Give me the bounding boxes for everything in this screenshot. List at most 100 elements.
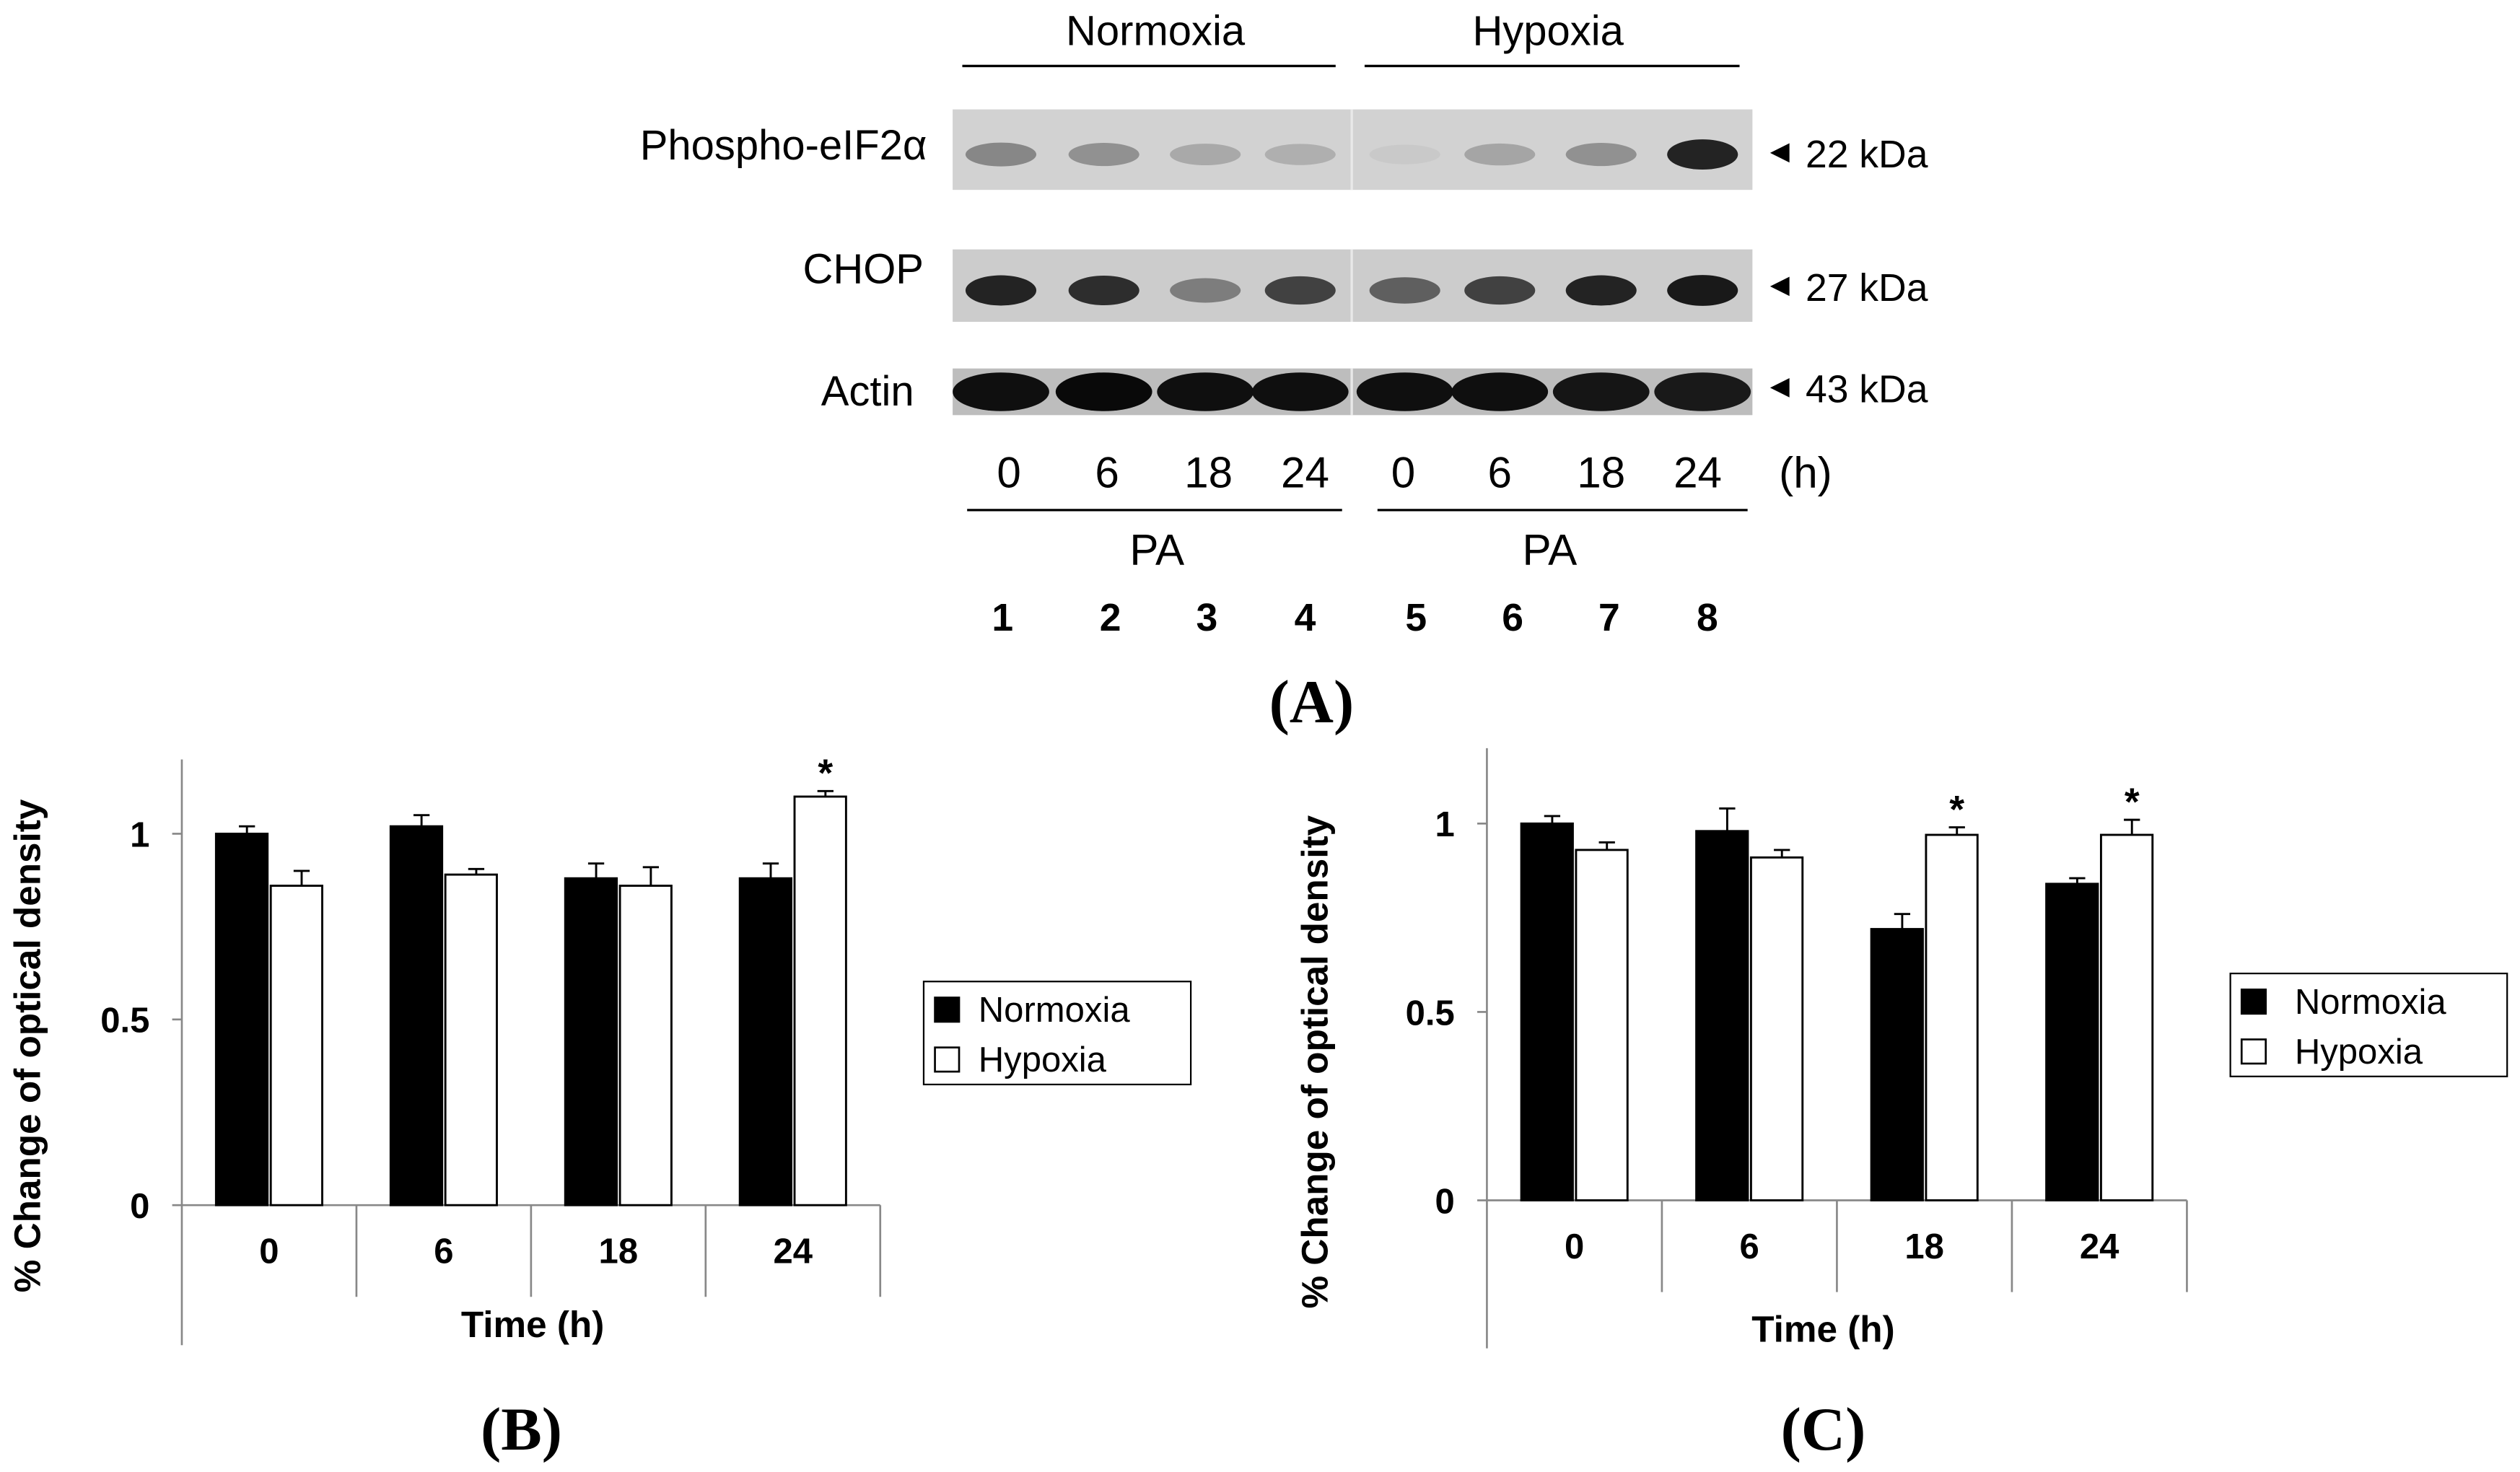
panel-a-western-blot: Normoxia Hypoxia Phospho-eIF2α CHOP Acti… [640, 8, 1928, 736]
x-tick-label: 6 [434, 1232, 453, 1271]
blot-band [1667, 275, 1738, 306]
legend-b: Normoxia Hypoxia [922, 981, 1192, 1086]
bar-normoxia-24 [738, 877, 793, 1206]
blot-band [1654, 372, 1751, 411]
blot-band [965, 275, 1037, 306]
bar-hypoxia-18 [1925, 833, 1979, 1201]
x-tick-label: 0 [1565, 1227, 1584, 1266]
treatment-label-pa: PA [1129, 526, 1185, 574]
time-label: 18 [1184, 449, 1233, 497]
blot-band [1565, 275, 1637, 306]
x-tick-label: 24 [2080, 1227, 2119, 1266]
x-tick-label: 6 [1740, 1227, 1759, 1266]
panel-label-b: (B) [481, 1396, 562, 1463]
row-label-actin: Actin [821, 369, 914, 415]
bar-hypoxia-6 [1749, 856, 1804, 1201]
blot-band [1451, 372, 1549, 411]
panel-label-a: (A) [1269, 668, 1355, 736]
bar-normoxia-18 [564, 877, 618, 1206]
x-tick-label: 18 [599, 1232, 639, 1271]
significance-marker: * [818, 753, 833, 795]
bar-hypoxia-0 [1575, 849, 1629, 1201]
time-label: 0 [1391, 449, 1415, 497]
lane-number: 6 [1502, 597, 1523, 639]
chart-b-marks: 0 0.5 1 0 6 18 * 24 [100, 753, 882, 1346]
blot-band [1055, 372, 1152, 411]
row-label-chop: CHOP [802, 246, 923, 292]
blot-band [1552, 372, 1650, 411]
marker-22-kda: 22 kDa [1769, 133, 1928, 176]
bar-normoxia-18 [1870, 928, 1924, 1201]
blot-band [1464, 143, 1536, 166]
blot-band [1356, 372, 1453, 411]
bar-normoxia-6 [389, 825, 444, 1206]
row-label-phospho-eif2a: Phospho-eIF2α [640, 123, 927, 169]
y-tick-label: 0.5 [100, 1002, 149, 1041]
lane-numbers: 1 2 3 4 5 6 7 8 [992, 597, 1718, 639]
lane-number: 4 [1295, 597, 1316, 639]
blot-strip-phospho-eif2a [953, 109, 1753, 190]
time-label: 24 [1281, 449, 1329, 497]
bar-hypoxia-18 [618, 885, 673, 1206]
y-tick-label: 0 [1435, 1182, 1455, 1221]
blot-band [965, 142, 1037, 167]
lane-number: 7 [1598, 597, 1620, 639]
lane-number: 5 [1405, 597, 1427, 639]
time-label: 6 [1095, 449, 1119, 497]
blot-band [1068, 143, 1139, 167]
blot-band [1264, 276, 1336, 305]
panel-b-bar-chart: % Change of optical density Time (h) (B)… [7, 753, 1192, 1463]
lane-number: 1 [992, 597, 1013, 639]
legend-frame [922, 981, 1192, 1086]
marker-arrow-icon [1769, 378, 1790, 398]
bar-hypoxia-24 [793, 795, 847, 1206]
blot-band [1170, 278, 1241, 303]
legend-swatch-normoxia [2240, 989, 2267, 1015]
time-unit-label: (h) [1779, 449, 1832, 497]
legend-label-hypoxia: Hypoxia [979, 1041, 1107, 1079]
marker-27-kda: 27 kDa [1769, 267, 1928, 310]
y-axis-label: % Change of optical density [1295, 815, 1336, 1308]
panel-label-c: (C) [1781, 1396, 1866, 1463]
y-axis-label: % Change of optical density [7, 799, 48, 1292]
time-labels: 0 6 18 24 0 6 18 24 (h) [997, 449, 1832, 497]
legend-label-hypoxia: Hypoxia [2295, 1033, 2423, 1072]
legend-frame [2229, 972, 2508, 1077]
blot-strip-chop [953, 249, 1753, 322]
blot-band [1565, 143, 1637, 167]
x-axis-label: Time (h) [461, 1304, 604, 1345]
legend-swatch-hypoxia [934, 1046, 961, 1073]
blot-band [1251, 372, 1349, 411]
x-tick-label: 24 [774, 1232, 813, 1271]
marker-label: 22 kDa [1806, 133, 1928, 176]
y-tick-label: 0.5 [1406, 994, 1455, 1033]
panel-c-bar-chart: % Change of optical density Time (h) (C)… [1295, 748, 2508, 1463]
time-label: 6 [1488, 449, 1512, 497]
group-label-hypoxia: Hypoxia [1472, 8, 1624, 54]
blot-band [1170, 144, 1241, 166]
bar-normoxia-0 [1520, 822, 1574, 1201]
y-tick-label: 0 [130, 1187, 149, 1226]
marker-43-kda: 43 kDa [1769, 368, 1928, 411]
lane-number: 2 [1100, 597, 1121, 639]
y-tick-label: 1 [130, 815, 149, 854]
legend-c: Normoxia Hypoxia [2229, 972, 2508, 1077]
bar-normoxia-24 [2045, 882, 2099, 1201]
legend-label-normoxia: Normoxia [979, 991, 1131, 1030]
blot-band [953, 372, 1049, 411]
marker-arrow-icon [1769, 276, 1790, 297]
bar-normoxia-6 [1695, 830, 1749, 1201]
blot-band [1464, 276, 1536, 305]
legend-label-normoxia: Normoxia [2295, 983, 2447, 1022]
bar-normoxia-0 [214, 833, 269, 1206]
blot-strip-actin [953, 368, 1753, 416]
x-tick-label: 18 [1904, 1227, 1944, 1266]
bar-hypoxia-24 [2099, 833, 2154, 1201]
significance-marker: * [1949, 789, 1964, 831]
blot-band [1369, 144, 1440, 165]
legend-swatch-hypoxia [2240, 1038, 2267, 1065]
marker-label: 27 kDa [1806, 267, 1928, 310]
lane-number: 3 [1196, 597, 1218, 639]
time-label: 18 [1577, 449, 1625, 497]
